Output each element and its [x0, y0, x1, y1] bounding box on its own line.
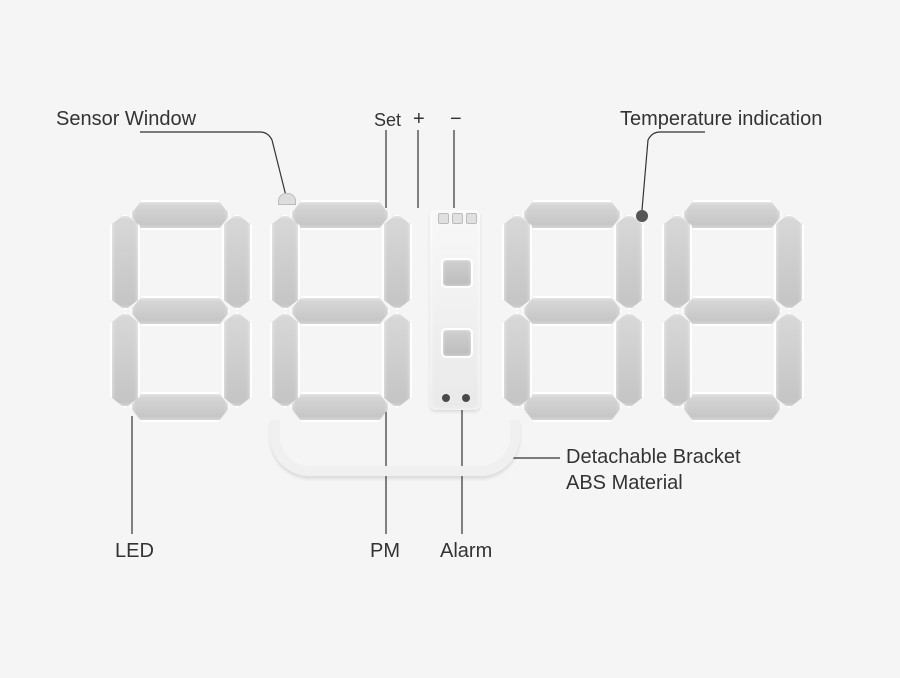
label-temperature: Temperature indication	[620, 108, 822, 131]
label-alarm: Alarm	[440, 540, 492, 563]
detachable-bracket	[270, 420, 520, 476]
diagram-stage: Sensor Window Set + − Temperature indica…	[0, 0, 900, 678]
digit-1	[110, 200, 250, 420]
label-sensor-window: Sensor Window	[56, 108, 196, 131]
label-minus: −	[450, 108, 462, 131]
colon-dot-top	[441, 258, 473, 288]
led-clock	[110, 190, 800, 450]
colon-column	[430, 210, 480, 410]
digit-3	[502, 200, 642, 420]
sensor-window-dome	[278, 193, 296, 205]
pm-indicator-dot	[442, 394, 450, 402]
label-led: LED	[115, 540, 154, 563]
digit-4	[662, 200, 802, 420]
colon-dot-bottom	[441, 328, 473, 358]
temperature-indicator-dot	[636, 210, 648, 222]
label-bracket-2: ABS Material	[566, 472, 683, 495]
label-pm: PM	[370, 540, 400, 563]
minus-button[interactable]	[466, 213, 477, 224]
label-plus: +	[413, 108, 425, 131]
digit-2	[270, 200, 410, 420]
alarm-indicator-dot	[462, 394, 470, 402]
set-button[interactable]	[438, 213, 449, 224]
plus-button[interactable]	[452, 213, 463, 224]
label-set: Set	[374, 110, 401, 131]
